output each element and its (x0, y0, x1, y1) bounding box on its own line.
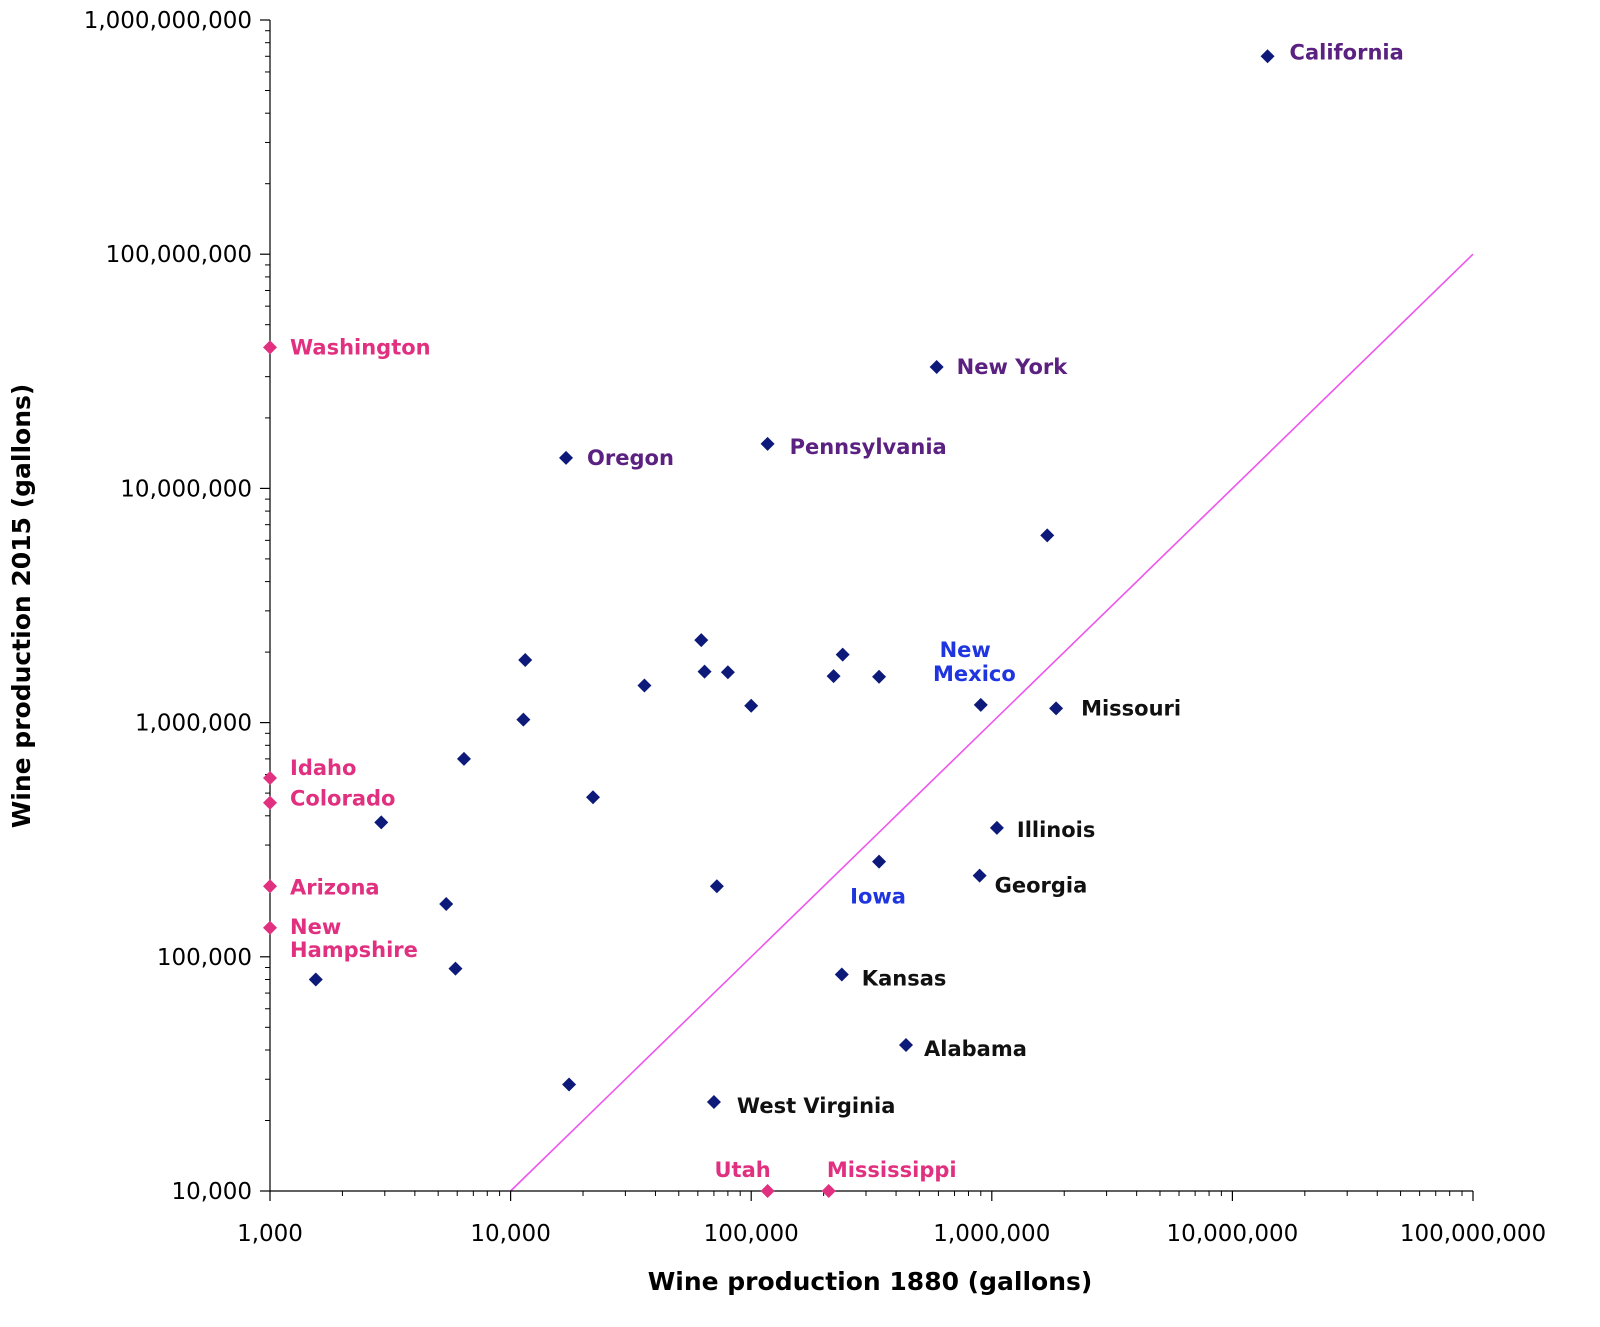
point-pennsylvania (760, 436, 775, 451)
data-point (516, 712, 531, 727)
point-kansas (834, 967, 849, 982)
y-tick-label: 10,000 (172, 1179, 252, 1205)
data-point (585, 790, 600, 805)
x-tick-label: 1,000,000 (933, 1221, 1050, 1247)
point-label: New (940, 638, 991, 662)
point-label: Washington (290, 335, 431, 359)
y-tick-label: 1,000,000,000 (84, 8, 252, 34)
y-tick-label: 100,000 (157, 945, 252, 971)
point-label: California (1290, 40, 1404, 64)
point-label: New York (957, 355, 1069, 379)
point-label: Colorado (290, 787, 395, 811)
point-label: Illinois (1017, 818, 1095, 842)
x-tick-label: 1,000 (237, 1221, 303, 1247)
point-label: Mexico (933, 662, 1016, 686)
point-new-york (929, 359, 944, 374)
data-point (1040, 528, 1055, 543)
point-alabama (899, 1038, 914, 1053)
point-utah (760, 1184, 775, 1198)
x-tick-label: 100,000 (704, 1221, 799, 1247)
point-oregon (559, 450, 574, 465)
point-illinois (989, 820, 1004, 835)
data-point (720, 665, 735, 680)
point-idaho (263, 771, 277, 786)
y-axis-title: Wine production 2015 (gallons) (7, 384, 36, 829)
y-tick-label: 1,000,000 (135, 711, 252, 737)
x-tick-label: 100,000,000 (1400, 1221, 1546, 1247)
point-label: Alabama (924, 1037, 1027, 1061)
data-point (694, 633, 709, 648)
point-new-mexico (973, 697, 988, 712)
point-missouri (1049, 701, 1064, 716)
point-mississippi (821, 1184, 836, 1198)
data-point (826, 669, 841, 684)
data-points (263, 49, 1275, 1198)
point-label: New (290, 915, 341, 939)
data-point (709, 879, 724, 894)
point-label: Georgia (995, 874, 1088, 898)
x-axis-title: Wine production 1880 (gallons) (648, 1267, 1093, 1296)
point-label: Mississippi (827, 1158, 957, 1182)
data-point (697, 664, 712, 679)
point-label: Hampshire (290, 938, 418, 962)
point-label: Oregon (587, 446, 674, 470)
point-label: Kansas (862, 967, 947, 991)
point-label: Pennsylvania (790, 435, 947, 459)
point-label: Utah (714, 1158, 770, 1182)
y-tick-label: 10,000,000 (120, 476, 252, 502)
point-label: Idaho (290, 756, 356, 780)
data-point (835, 647, 850, 662)
data-point (374, 815, 389, 830)
point-washington (263, 340, 277, 355)
point-iowa (872, 854, 887, 869)
y-tick-label: 100,000,000 (106, 242, 252, 268)
x-tick-label: 10,000,000 (1167, 1221, 1299, 1247)
reference-line-y-equals-x (510, 253, 1474, 1192)
axes: 1,000 10,000 100,000 1,000,000 10,000,000 100… (84, 8, 1546, 1247)
data-point (562, 1077, 577, 1092)
data-point (518, 653, 533, 668)
point-arizona (263, 879, 277, 894)
point-label: Missouri (1081, 696, 1181, 720)
point-label: Iowa (850, 885, 906, 909)
data-point (439, 897, 454, 912)
point-label: West Virginia (737, 1094, 896, 1118)
data-point (308, 972, 323, 987)
data-point (448, 961, 463, 976)
data-point (456, 751, 471, 766)
point-colorado (263, 795, 277, 810)
point-west-virginia (706, 1094, 721, 1109)
data-point (744, 698, 759, 713)
data-point (872, 669, 887, 684)
point-california (1260, 49, 1275, 64)
x-tick-label: 10,000 (470, 1221, 550, 1247)
point-new-hampshire (263, 920, 277, 935)
point-georgia (972, 868, 987, 883)
data-point (637, 678, 652, 693)
point-label: Arizona (290, 875, 380, 899)
